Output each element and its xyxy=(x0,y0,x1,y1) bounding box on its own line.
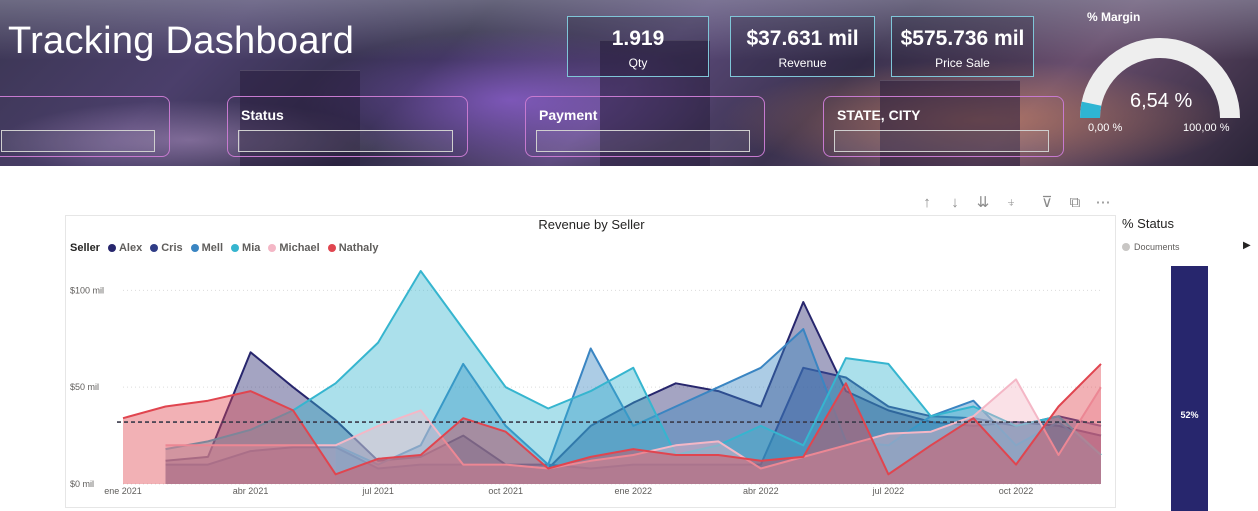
gauge-track xyxy=(1080,38,1240,119)
x-tick-label: oct 2021 xyxy=(488,486,523,496)
kpi-label: Qty xyxy=(628,56,648,70)
legend-item-michael[interactable]: Michael xyxy=(268,242,320,254)
arrow-up-icon[interactable]: ↑ xyxy=(923,194,931,211)
double-arrow-down-icon[interactable]: ⇊ xyxy=(976,194,990,211)
y-tick-label: $0 mil xyxy=(70,479,94,489)
slicer-dropdown[interactable] xyxy=(238,130,453,152)
slicer-dropdown[interactable] xyxy=(1,130,155,152)
y-tick-label: $100 mil xyxy=(70,285,104,295)
series-area-nathaly xyxy=(123,363,1101,484)
margin-gauge[interactable] xyxy=(1080,30,1250,130)
x-tick-label: jul 2021 xyxy=(361,486,394,496)
visual-toolbar: ↑ ↓ ⇊ ⍖ ⊽ ⧉ ⋯ xyxy=(918,194,1112,214)
kpi-value: 1.919 xyxy=(611,27,665,50)
gauge-value: 6,54 % xyxy=(1130,90,1193,112)
more-options-icon[interactable]: ⋯ xyxy=(1095,194,1111,211)
banner-building xyxy=(600,40,710,166)
legend-item-mia[interactable]: Mia xyxy=(231,242,260,254)
x-tick-label: oct 2022 xyxy=(999,486,1034,496)
chart-canvas: $0 mil $50 mil $100 mil ene 2021 abr 2021 jul… xyxy=(70,270,1102,496)
slicer-first[interactable] xyxy=(0,96,170,157)
series-line-nathaly xyxy=(122,363,1102,476)
kpi-label: Revenue xyxy=(778,56,827,70)
legend-label: Nathaly xyxy=(338,242,379,254)
gauge-fill xyxy=(1080,101,1102,119)
legend-label: Cris xyxy=(161,242,183,254)
legend-dot xyxy=(107,244,116,252)
page-title: Tracking Dashboard xyxy=(8,20,355,62)
kpi-card-price-sale[interactable]: $575.736 mil Price Sale xyxy=(891,16,1034,77)
gauge-title: % Margin xyxy=(1087,10,1141,24)
series-line-mia xyxy=(165,270,1102,456)
slicer-label: STATE, CITY xyxy=(837,107,921,123)
kpi-value: $37.631 mil xyxy=(746,27,859,50)
x-tick-label: abr 2021 xyxy=(233,486,269,496)
y-tick-label: $50 mil xyxy=(70,382,99,392)
x-tick-label: ene 2022 xyxy=(614,486,652,496)
revenue-by-seller-chart[interactable]: $0 mil $50 mil $100 mil ene 2021 abr 2021 jul… xyxy=(65,215,1116,508)
gauge-min-label: 0,00 % xyxy=(1088,122,1123,134)
legend-label: Alex xyxy=(118,242,143,254)
status-bar[interactable] xyxy=(1171,266,1208,511)
legend-dot xyxy=(231,244,240,252)
filter-icon[interactable]: ⊽ xyxy=(1041,194,1053,211)
status-bar-value: 52% xyxy=(1180,410,1199,420)
header-banner: Tracking Dashboard 1.919 Qty $37.631 mil… xyxy=(0,0,1258,166)
legend-dot xyxy=(150,244,159,252)
slicer-label: Payment xyxy=(539,107,598,123)
banner-building xyxy=(240,70,360,166)
legend-label: Mia xyxy=(242,242,261,254)
kpi-card-qty[interactable]: 1.919 Qty xyxy=(567,16,709,77)
status-legend[interactable]: Documents xyxy=(1122,242,1180,252)
series-line-alex xyxy=(165,301,1102,470)
legend-item-cris[interactable]: Cris xyxy=(150,242,183,254)
kpi-card-revenue[interactable]: $37.631 mil Revenue xyxy=(730,16,875,77)
legend-dot xyxy=(1122,243,1130,251)
legend-title: Seller xyxy=(70,242,100,254)
x-tick-label: abr 2022 xyxy=(743,486,779,496)
legend-label: Michael xyxy=(279,242,320,254)
arrow-down-icon[interactable]: ↓ xyxy=(951,194,959,211)
chart-title: Revenue by Seller xyxy=(538,217,645,232)
legend-dot xyxy=(268,244,277,252)
x-tick-label: ene 2021 xyxy=(104,486,142,496)
focus-mode-icon[interactable]: ⧉ xyxy=(1069,194,1081,211)
kpi-label: Price Sale xyxy=(935,56,990,70)
slicer-label: Status xyxy=(241,107,284,123)
legend-label: Mell xyxy=(201,242,224,254)
series-area-cris xyxy=(165,367,1101,484)
status-panel-title: % Status xyxy=(1122,216,1175,231)
series-line-mell xyxy=(335,328,1102,466)
chart-legend: Seller Alex Cris Mell Mia Michael Nathaly xyxy=(70,242,382,254)
legend-dot xyxy=(327,244,336,252)
legend-item-nathaly[interactable]: Nathaly xyxy=(327,242,379,254)
legend-label: Documents xyxy=(1134,242,1180,252)
legend-item-alex[interactable]: Alex xyxy=(107,242,143,254)
slicer-payment[interactable]: Payment xyxy=(525,96,765,157)
slicer-dropdown[interactable] xyxy=(536,130,750,152)
legend-next-arrow-icon[interactable]: ▶ xyxy=(1243,240,1251,251)
series-line-michael xyxy=(165,378,1102,470)
kpi-value: $575.736 mil xyxy=(900,27,1025,50)
legend-dot xyxy=(190,244,199,252)
gauge-max-label: 100,00 % xyxy=(1183,122,1230,134)
slicer-state-city[interactable]: STATE, CITY xyxy=(823,96,1064,157)
slicer-dropdown[interactable] xyxy=(834,130,1049,152)
legend-item-mell[interactable]: Mell xyxy=(190,242,224,254)
series-line-cris xyxy=(165,366,1102,470)
x-tick-label: jul 2022 xyxy=(872,486,905,496)
slicer-status[interactable]: Status xyxy=(227,96,468,157)
expand-hierarchy-icon[interactable]: ⍖ xyxy=(1006,194,1016,211)
